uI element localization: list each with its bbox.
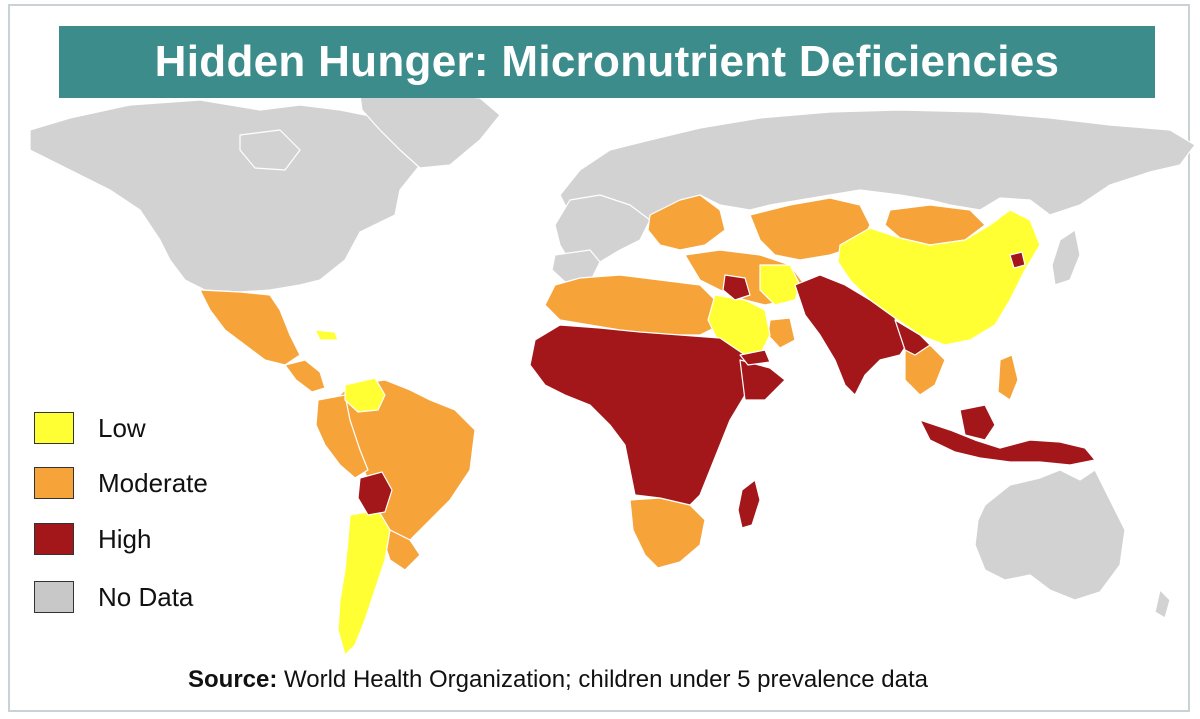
legend-swatch-no-data [34,581,74,613]
legend-label-moderate: Moderate [98,467,208,498]
legend-item-low: Low [34,412,146,444]
region-myanmar-laos [894,319,931,356]
region-central-america [284,359,326,393]
region-mexico [199,289,301,366]
region-peru-colombia [315,394,369,479]
region-north-africa [544,274,721,336]
region-venezuela [344,377,386,413]
legend-item-high: High [34,523,151,555]
region-indonesia [919,419,1096,466]
region-iraq [722,274,751,301]
legend-label-low: Low [98,412,146,443]
region-horn-of-africa [739,359,786,401]
region-oman [767,317,796,349]
legend-swatch-moderate [34,467,74,499]
legend-label-no-data: No Data [98,581,194,612]
region-north-america [29,99,421,293]
legend-label-high: High [98,523,152,554]
region-north-korea [1009,251,1026,269]
region-alaska-islands [239,129,301,171]
region-eastern-europe-ukraine [647,194,726,251]
region-bolivia [357,471,393,516]
title-bar: Hidden Hunger: Micronutrient Deficiencie… [59,26,1155,98]
region-southern-africa [629,497,706,569]
page-title: Hidden Hunger: Micronutrient Deficiencie… [154,37,1060,86]
region-philippines [997,354,1019,401]
region-madagascar [737,479,761,529]
legend-item-moderate: Moderate [34,467,208,499]
legend-swatch-high [34,523,74,555]
region-argentina-chile [337,509,391,656]
source-note: Source: World Health Organization; child… [188,666,928,694]
source-text: World Health Organization; children unde… [284,666,928,693]
region-japan [1051,229,1081,286]
source-label: Source: [188,666,278,693]
region-yemen [739,349,771,366]
legend-swatch-low [34,412,74,444]
region-caribbean [314,329,339,341]
region-sahel-central-africa [529,324,761,506]
region-australia [974,469,1126,601]
legend-item-no-data: No Data [34,581,193,613]
region-new-zealand [1154,589,1171,619]
region-borneo-high [959,404,996,441]
region-south-asia [794,274,911,396]
region-iran-low [759,264,801,306]
